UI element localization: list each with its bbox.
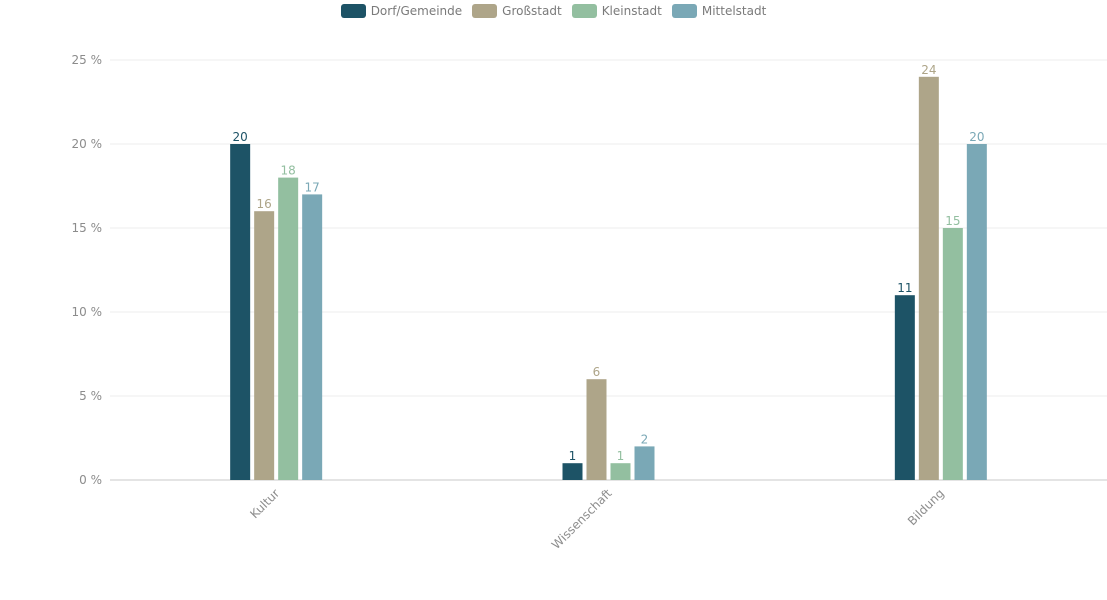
legend-label: Großstadt	[502, 4, 562, 18]
bar	[942, 228, 963, 480]
bar	[634, 446, 655, 480]
legend-label: Kleinstadt	[601, 4, 662, 18]
bar-value-label: 17	[305, 180, 320, 194]
bar	[562, 463, 583, 480]
legend-item[interactable]: Mittelstadt	[671, 4, 767, 18]
bar-value-label: 20	[969, 130, 984, 144]
legend-item[interactable]: Dorf/Gemeinde	[340, 4, 463, 18]
bar	[254, 211, 275, 480]
legend-swatch	[340, 4, 366, 18]
legend-label: Mittelstadt	[701, 4, 767, 18]
bar-value-label: 15	[945, 214, 960, 228]
bar-value-label: 6	[593, 365, 601, 379]
legend-item[interactable]: Kleinstadt	[571, 4, 662, 18]
legend-label: Dorf/Gemeinde	[370, 4, 463, 18]
legend-swatch	[571, 4, 597, 18]
bar	[230, 144, 251, 480]
bar	[610, 463, 631, 480]
bar	[894, 295, 915, 480]
bar	[586, 379, 607, 480]
y-tick-label: 15 %	[72, 221, 103, 235]
legend-item[interactable]: Großstadt	[472, 4, 562, 18]
y-tick-label: 5 %	[79, 389, 102, 403]
bar	[278, 177, 299, 480]
x-category-label: Wissenschaft	[549, 486, 615, 552]
bar-value-label: 16	[257, 197, 272, 211]
y-tick-label: 10 %	[72, 305, 103, 319]
bar-value-label: 18	[281, 164, 296, 178]
bar-value-label: 2	[641, 432, 649, 446]
y-tick-label: 0 %	[79, 473, 102, 487]
bar-value-label: 11	[897, 281, 912, 295]
bar	[918, 76, 939, 481]
bar-value-label: 1	[569, 449, 577, 463]
bar	[966, 144, 987, 480]
bar-value-label: 24	[921, 63, 936, 77]
bar	[302, 194, 323, 480]
y-tick-label: 20 %	[72, 137, 103, 151]
x-category-label: Bildung	[905, 486, 947, 528]
y-tick-label: 25 %	[72, 53, 103, 67]
x-category-label: Kultur	[247, 486, 282, 521]
bar-value-label: 20	[233, 130, 248, 144]
chart-legend: Dorf/Gemeinde Großstadt Kleinstadt Mittelst…	[0, 4, 1107, 18]
legend-swatch	[671, 4, 697, 18]
bar-value-label: 1	[617, 449, 625, 463]
legend-swatch	[472, 4, 498, 18]
